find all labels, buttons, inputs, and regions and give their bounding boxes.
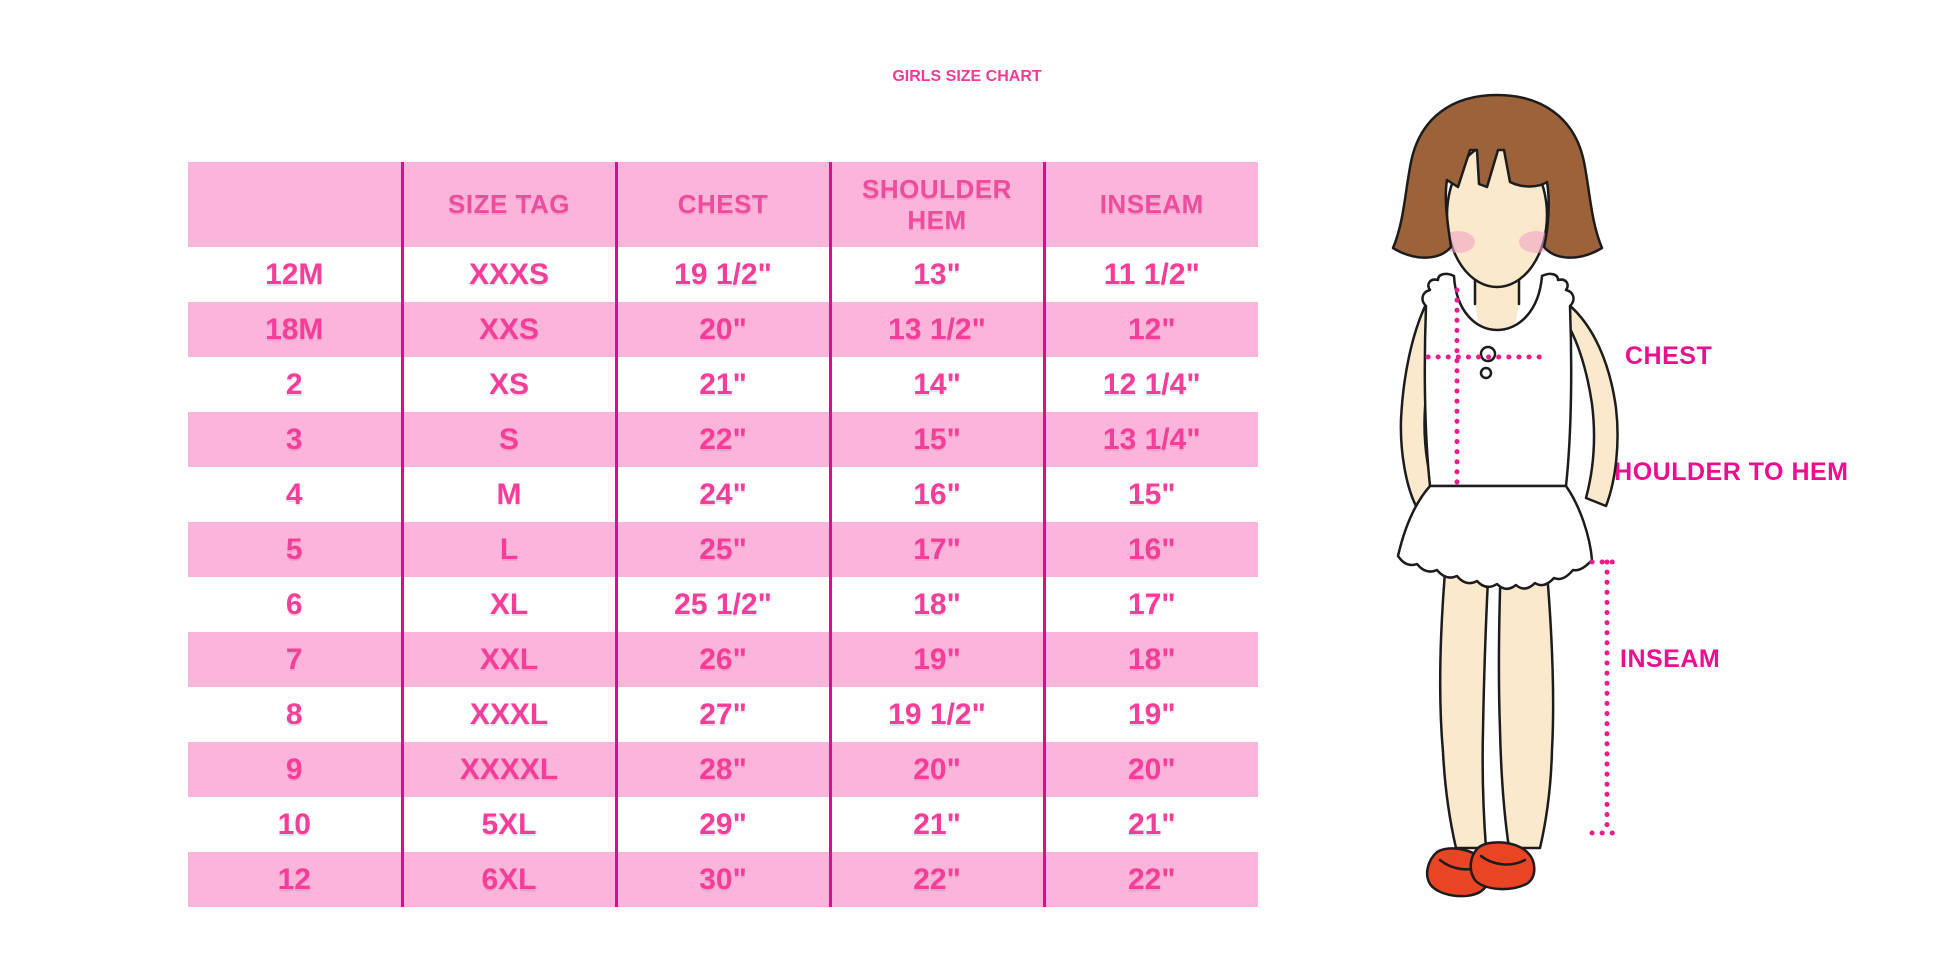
table-cell: 13 1/4" (1042, 412, 1258, 467)
leg-left (1438, 558, 1491, 850)
table-cell: 22" (1042, 852, 1258, 907)
table-cell: 15" (828, 412, 1044, 467)
table-row: 5 L 25" 17" 16" (188, 522, 1258, 577)
header-cell-inseam: INSEAM (1042, 162, 1258, 247)
table-cell: 26" (614, 632, 830, 687)
table-cell: 6 (285, 587, 303, 621)
header-cell-shoulder-hem: SHOULDER HEM (828, 162, 1044, 247)
hair (1391, 93, 1604, 259)
table-cell: 10 (277, 807, 311, 841)
table-cell: XXXS (400, 247, 616, 302)
table-cell: 15" (1042, 467, 1258, 522)
header-cell-size-tag: SIZE TAG (400, 162, 616, 247)
table-cell: 16" (828, 467, 1044, 522)
table-cell: 17" (828, 522, 1044, 577)
table-cell: XXXL (400, 687, 616, 742)
table-cell: 28" (614, 742, 830, 797)
girl-illustration (1380, 90, 1680, 910)
table-cell: 25 1/2" (614, 577, 830, 632)
table-cell: 2 (285, 367, 303, 401)
table-row: 6 XL 25 1/2" 18" 17" (188, 577, 1258, 632)
table-cell: 16" (1042, 522, 1258, 577)
header-cell-chest: CHEST (614, 162, 830, 247)
table-cell: 19 1/2" (828, 687, 1044, 742)
inseam-label: INSEAM (1620, 645, 1721, 673)
button-top (1479, 345, 1497, 363)
shoe-right (1469, 841, 1536, 891)
table-cell: 20" (1042, 742, 1258, 797)
arm-right (1558, 302, 1619, 508)
table-cell: 19" (1042, 687, 1258, 742)
table-cell: 20" (828, 742, 1044, 797)
table-cell: 18M (188, 302, 402, 357)
table-row: 9 XXXXL 28" 20" 20" (188, 742, 1258, 797)
table-cell: 17" (1042, 577, 1258, 632)
table-row: 7 XXL 26" 19" 18" (188, 632, 1258, 687)
table-row: 12 6XL 30" 22" 22" (188, 852, 1258, 907)
size-table-body: 12M XXXS 19 1/2" 13" 11 1/2" 18M XXS 20" 13 1/2"… (188, 247, 1258, 907)
table-cell: 13" (828, 247, 1044, 302)
table-cell: 6XL (400, 852, 616, 907)
table-cell: 12" (1042, 302, 1258, 357)
table-cell: 21" (614, 357, 830, 412)
top-bodice (1421, 272, 1575, 488)
table-cell: 12M (265, 257, 324, 291)
table-cell: 19 1/2" (614, 247, 830, 302)
table-cell: 20" (614, 302, 830, 357)
table-cell: XXXXL (400, 742, 616, 797)
table-cell: 7 (188, 632, 402, 687)
table-cell: 12 (188, 852, 402, 907)
table-cell: 14" (828, 357, 1044, 412)
button-bottom (1479, 366, 1493, 380)
table-cell: 9 (188, 742, 402, 797)
table-cell: 21" (1042, 797, 1258, 852)
header-row: SIZE TAG CHEST SHOULDER HEM INSEAM (188, 162, 1258, 247)
leg-right (1497, 558, 1555, 850)
table-cell: 5 (188, 522, 402, 577)
table-cell: 11 1/2" (1042, 247, 1258, 302)
size-table-header: SIZE TAG CHEST SHOULDER HEM INSEAM (188, 162, 1258, 247)
table-cell: 3 (188, 412, 402, 467)
header-cell-size (188, 162, 402, 247)
table-cell: 22" (828, 852, 1044, 907)
table-row: 2 XS 21" 14" 12 1/4" (188, 357, 1258, 412)
table-cell: 18" (1042, 632, 1258, 687)
table-cell: L (400, 522, 616, 577)
table-row: 12M XXXS 19 1/2" 13" 11 1/2" (188, 247, 1258, 302)
table-cell: 29" (614, 797, 830, 852)
skirt-peplum (1396, 484, 1594, 590)
table-cell: 21" (828, 797, 1044, 852)
table-row: 3 S 22" 15" 13 1/4" (188, 412, 1258, 467)
table-cell: 19" (828, 632, 1044, 687)
table-cell: 13 1/2" (828, 302, 1044, 357)
table-cell: 8 (285, 697, 303, 731)
table-row: 8 XXXL 27" 19 1/2" 19" (188, 687, 1258, 742)
shoulder-to-hem-label: SHOULDER TO HEM (1597, 458, 1849, 486)
table-cell: 27" (614, 687, 830, 742)
table-cell: 22" (614, 412, 830, 467)
size-table: SIZE TAG CHEST SHOULDER HEM INSEAM 12M XX… (188, 162, 1258, 907)
table-cell: M (400, 467, 616, 522)
page-title: GIRLS SIZE CHART (892, 68, 1042, 85)
table-cell: XXL (400, 632, 616, 687)
table-cell: 25" (614, 522, 830, 577)
table-cell: XL (400, 577, 616, 632)
table-cell: XXS (400, 302, 616, 357)
table-cell: 18" (828, 577, 1044, 632)
table-cell: 30" (614, 852, 830, 907)
table-row: 18M XXS 20" 13 1/2" 12" (188, 302, 1258, 357)
table-cell: 5XL (400, 797, 616, 852)
chest-label: CHEST (1625, 342, 1713, 370)
table-row: 10 5XL 29" 21" 21" (188, 797, 1258, 852)
table-cell: 12 1/4" (1042, 357, 1258, 412)
table-cell: 4 (285, 477, 303, 511)
table-row: 4 M 24" 16" 15" (188, 467, 1258, 522)
table-cell: 24" (614, 467, 830, 522)
table-cell: S (400, 412, 616, 467)
table-cell: XS (400, 357, 616, 412)
